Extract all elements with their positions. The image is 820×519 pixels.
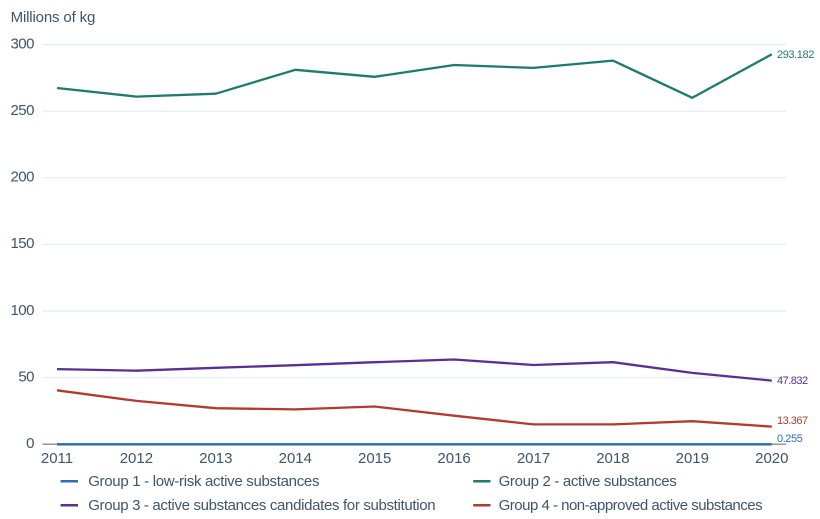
svg-text:2017: 2017 (517, 450, 550, 467)
svg-text:2015: 2015 (358, 450, 391, 467)
svg-text:13.367: 13.367 (777, 415, 808, 427)
svg-text:2011: 2011 (41, 450, 73, 467)
svg-text:47.832: 47.832 (777, 375, 808, 387)
svg-text:2012: 2012 (120, 450, 153, 467)
svg-text:2019: 2019 (676, 450, 709, 467)
svg-text:2016: 2016 (437, 450, 470, 467)
svg-text:2013: 2013 (199, 450, 232, 467)
svg-text:Group 2 - active substances: Group 2 - active substances (499, 473, 677, 490)
svg-text:2014: 2014 (279, 450, 312, 467)
svg-text:0.255: 0.255 (777, 433, 803, 445)
svg-text:150: 150 (10, 235, 34, 252)
svg-text:293.182: 293.182 (777, 49, 814, 61)
svg-text:100: 100 (10, 302, 34, 319)
svg-text:Millions of kg: Millions of kg (11, 9, 96, 26)
svg-text:0: 0 (26, 435, 34, 452)
svg-text:2018: 2018 (596, 450, 629, 467)
svg-text:200: 200 (10, 169, 34, 186)
svg-text:Group 3 - active substances ca: Group 3 - active substances candidates f… (88, 497, 435, 514)
svg-text:Group 4 - non-approved active: Group 4 - non-approved active substances (499, 497, 762, 514)
svg-text:300: 300 (10, 35, 34, 52)
svg-text:Group 1 - low-risk active subs: Group 1 - low-risk active substances (88, 473, 319, 490)
svg-text:50: 50 (18, 368, 34, 385)
svg-text:250: 250 (10, 102, 34, 119)
svg-text:2020: 2020 (755, 450, 788, 467)
